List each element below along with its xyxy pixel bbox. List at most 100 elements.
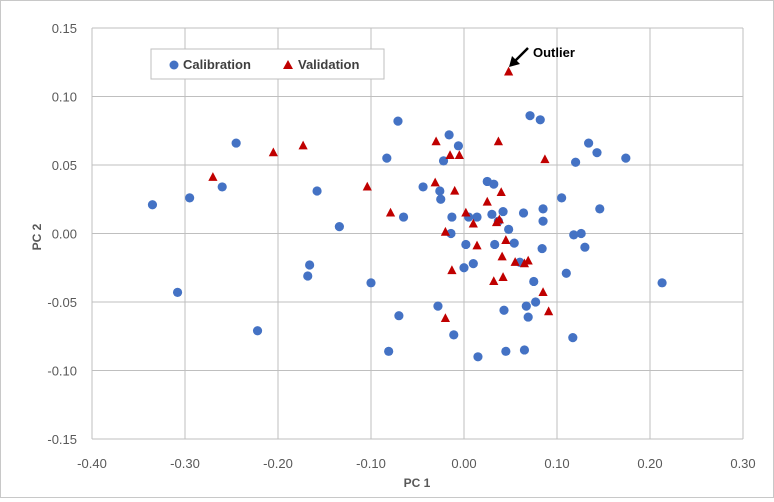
y-tick-label: 0.05	[52, 158, 77, 173]
point-calibration	[461, 239, 471, 250]
point-calibration	[490, 239, 500, 250]
point-validation	[268, 147, 278, 157]
point-calibration	[576, 228, 586, 239]
point-validation	[431, 136, 441, 146]
point-calibration	[509, 238, 519, 248]
point-validation	[493, 136, 504, 146]
y-tick-label: 0.10	[52, 90, 77, 105]
x-tick-label: -0.40	[77, 456, 107, 471]
point-validation	[489, 276, 499, 286]
point-validation	[454, 150, 464, 160]
point-calibration	[489, 179, 499, 189]
point-validation	[362, 181, 372, 191]
legend-marker-calibration	[169, 60, 179, 70]
point-calibration	[580, 242, 590, 252]
point-validation	[501, 235, 511, 244]
legend-label-calibration: Calibration	[183, 57, 251, 72]
outlier-arrow-head	[509, 56, 520, 67]
y-axis-title: PC 2	[30, 223, 44, 250]
y-tick-label: -0.05	[47, 295, 77, 310]
point-calibration	[504, 224, 514, 234]
x-tick-label: -0.20	[263, 456, 293, 471]
point-validation	[468, 218, 478, 228]
point-validation	[538, 287, 548, 297]
x-tick-label: 0.00	[451, 456, 476, 471]
point-calibration	[366, 278, 376, 288]
gridlines	[91, 27, 744, 440]
point-calibration	[172, 287, 183, 298]
point-validation	[450, 185, 460, 195]
outlier-annotation: Outlier	[509, 45, 575, 67]
point-calibration	[595, 204, 605, 214]
point-calibration	[433, 301, 443, 311]
y-tick-label: 0.00	[52, 227, 77, 242]
point-validation	[523, 255, 533, 265]
point-calibration	[453, 141, 464, 151]
point-validation	[472, 240, 482, 250]
point-validation	[440, 226, 450, 236]
point-calibration	[394, 311, 404, 321]
x-axis-title: PC 1	[404, 476, 431, 490]
point-calibration	[538, 216, 548, 226]
outlier-label: Outlier	[533, 45, 575, 60]
point-validation	[208, 172, 218, 181]
point-calibration	[252, 326, 263, 336]
point-calibration	[519, 345, 530, 355]
legend-box	[150, 48, 385, 80]
legend: Calibration Validation	[150, 48, 385, 80]
y-tick-label: -0.15	[47, 432, 77, 447]
point-calibration	[449, 330, 459, 340]
point-calibration	[518, 208, 529, 218]
point-calibration	[147, 200, 158, 210]
point-calibration	[305, 260, 315, 270]
x-tick-label: 0.20	[637, 456, 662, 471]
point-validation	[445, 150, 455, 160]
point-calibration	[592, 148, 602, 158]
point-validation	[461, 207, 471, 217]
point-calibration	[571, 157, 581, 167]
point-calibration	[521, 301, 531, 311]
point-calibration	[473, 352, 483, 362]
point-calibration	[398, 212, 409, 222]
point-calibration	[312, 186, 322, 196]
point-validation	[482, 196, 492, 206]
point-calibration	[447, 212, 457, 222]
point-calibration	[436, 194, 446, 204]
point-validation	[544, 306, 554, 316]
point-validation	[497, 251, 507, 261]
point-validation	[504, 66, 514, 76]
point-calibration	[561, 268, 571, 278]
point-validation	[510, 257, 520, 266]
point-calibration	[459, 263, 469, 273]
point-validation	[494, 214, 504, 224]
point-validation	[440, 313, 450, 323]
point-calibration	[538, 204, 548, 214]
point-calibration	[446, 228, 456, 239]
point-calibration	[217, 182, 227, 192]
point-calibration	[444, 130, 454, 140]
point-calibration	[435, 186, 445, 196]
point-calibration	[568, 333, 578, 343]
point-calibration	[498, 206, 508, 217]
point-validation	[496, 187, 506, 196]
point-calibration	[384, 346, 394, 356]
point-validation	[447, 265, 457, 275]
point-calibration	[382, 153, 392, 163]
legend-marker-validation	[283, 60, 293, 69]
point-calibration	[501, 346, 511, 356]
point-calibration	[468, 259, 478, 269]
point-calibration	[531, 297, 541, 307]
point-calibration	[535, 115, 545, 125]
point-calibration	[569, 230, 579, 240]
point-calibration	[472, 212, 482, 222]
point-calibration	[393, 116, 403, 126]
data-points	[147, 66, 667, 362]
point-calibration	[657, 278, 667, 288]
point-calibration	[525, 111, 535, 121]
point-calibration	[231, 138, 241, 148]
legend-label-validation: Validation	[298, 57, 359, 72]
point-calibration	[185, 193, 195, 203]
point-calibration	[523, 312, 533, 322]
